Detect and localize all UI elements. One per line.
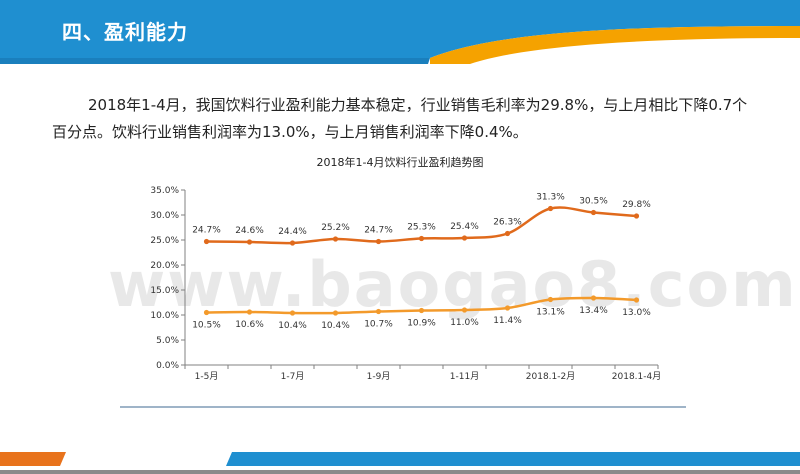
data-point [547, 205, 554, 212]
chart-title: 2018年1-4月饮料行业盈利趋势图 [316, 156, 484, 169]
data-point [246, 239, 253, 245]
data-point [547, 296, 554, 303]
y-tick-label: 15.0% [150, 286, 179, 296]
data-label: 11.4% [493, 316, 522, 326]
data-label: 31.3% [536, 193, 565, 203]
data-point [289, 310, 296, 316]
data-point [418, 235, 425, 242]
data-label: 10.7% [364, 320, 393, 330]
data-label: 13.0% [622, 308, 651, 318]
data-label: 29.8% [622, 200, 651, 210]
data-point [590, 209, 597, 216]
data-label: 10.4% [321, 321, 350, 331]
data-label: 10.5% [192, 321, 221, 331]
data-point [590, 295, 597, 301]
x-tick-label: 1-9月 [367, 371, 391, 382]
y-tick-label: 35.0% [150, 186, 179, 196]
data-label: 11.0% [450, 318, 479, 328]
y-tick-label: 30.0% [150, 211, 179, 221]
summary-paragraph: 2018年1-4月，我国饮料行业盈利能力基本稳定，行业销售毛利率为29.8%，与… [52, 96, 748, 141]
watermark-text: www.baogao8.com [108, 248, 798, 321]
data-label: 24.6% [235, 226, 264, 236]
data-point [504, 230, 511, 237]
data-point [461, 235, 468, 241]
data-point [246, 309, 253, 315]
data-point [375, 308, 382, 315]
data-label: 10.9% [407, 319, 436, 329]
y-tick-label: 10.0% [150, 311, 179, 321]
data-label: 10.6% [235, 320, 264, 330]
x-tick-label: 1-11月 [450, 371, 479, 382]
data-point [375, 238, 382, 245]
x-tick-label: 2018.1-2月 [526, 371, 575, 382]
data-label: 25.4% [450, 222, 479, 232]
footer-bar [0, 452, 800, 474]
header-banner: 四、盈利能力 [0, 0, 800, 64]
section-title: 四、盈利能力 [62, 20, 188, 44]
data-point [203, 309, 210, 316]
data-label: 13.4% [579, 306, 608, 316]
header-background [0, 0, 800, 64]
data-point [203, 238, 210, 245]
data-point [461, 307, 468, 313]
y-tick-label: 0.0% [156, 361, 179, 371]
data-label: 10.4% [278, 321, 307, 331]
data-label: 24.7% [192, 226, 221, 236]
y-tick-label: 5.0% [156, 336, 179, 346]
data-point [289, 240, 296, 246]
data-label: 26.3% [493, 218, 522, 228]
data-point [332, 310, 339, 316]
data-label: 13.1% [536, 308, 565, 318]
data-point [633, 297, 640, 303]
y-tick-label: 25.0% [150, 236, 179, 246]
data-point [332, 236, 339, 242]
data-point [633, 213, 640, 219]
data-label: 25.2% [321, 223, 350, 233]
data-label: 30.5% [579, 197, 608, 207]
data-point [504, 305, 511, 311]
data-point [418, 307, 425, 314]
x-tick-label: 2018.1-4月 [612, 371, 661, 382]
y-tick-label: 20.0% [150, 261, 179, 271]
x-tick-label: 1-5月 [195, 371, 219, 382]
data-label: 25.3% [407, 223, 436, 233]
data-label: 24.4% [278, 227, 307, 237]
chart-divider [120, 406, 686, 408]
data-label: 24.7% [364, 226, 393, 236]
x-tick-label: 1-7月 [281, 371, 305, 382]
